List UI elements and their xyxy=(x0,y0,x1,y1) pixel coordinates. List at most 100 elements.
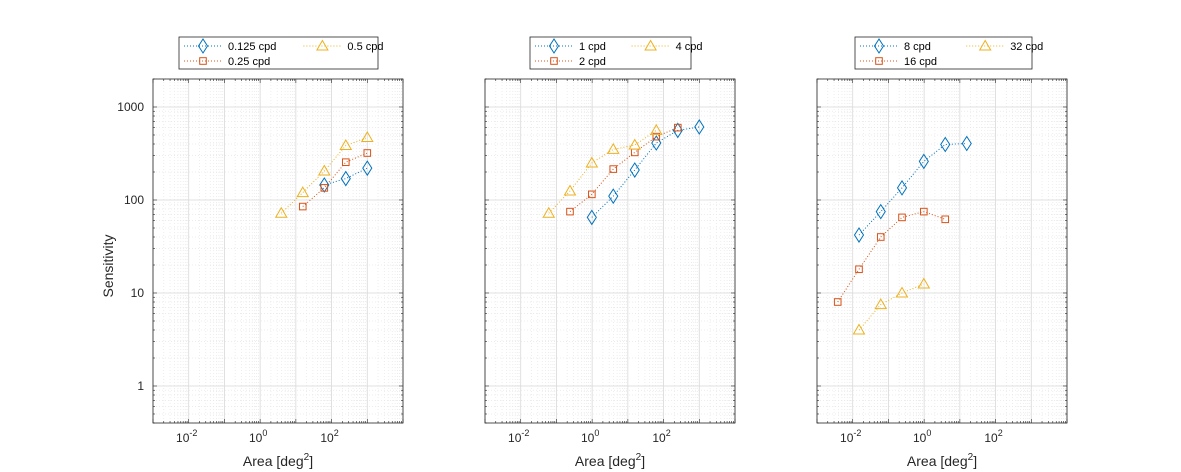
grid xyxy=(816,78,1068,424)
data-point xyxy=(363,149,372,157)
data-point xyxy=(585,156,599,168)
tick-marks xyxy=(816,78,1068,424)
x-axis-label: Area [deg2] xyxy=(907,452,977,469)
data-point xyxy=(609,165,618,173)
axes-box xyxy=(484,78,736,424)
data-point xyxy=(608,188,619,205)
data-point xyxy=(319,177,330,193)
legend-marker xyxy=(548,38,560,54)
grid xyxy=(484,78,736,424)
x-tick-label: 102 xyxy=(320,428,338,445)
data-point xyxy=(898,213,906,222)
legend-label: 0.125 cpd xyxy=(228,41,276,53)
data-point xyxy=(628,138,642,150)
legend-marker xyxy=(199,57,207,65)
data-point xyxy=(649,123,663,135)
axes-box xyxy=(816,78,1068,424)
series-0-125-cpd xyxy=(319,160,373,193)
data-point xyxy=(920,207,928,216)
tick-marks xyxy=(484,78,736,424)
x-tick-label: 10-2 xyxy=(176,428,197,445)
data-point xyxy=(852,323,866,335)
legend-box xyxy=(854,36,1033,70)
legend-marker xyxy=(644,39,657,51)
grid xyxy=(152,78,404,424)
data-point xyxy=(940,136,951,153)
legend: 1 cpd 2 cpd 4 cpd xyxy=(529,36,703,70)
legend-box xyxy=(178,36,379,70)
data-point xyxy=(341,158,350,166)
data-point xyxy=(362,160,373,177)
data-point xyxy=(896,179,908,196)
series-4-cpd xyxy=(542,123,663,218)
plot-area xyxy=(153,79,403,423)
data-point xyxy=(918,153,929,170)
legend-marker xyxy=(978,39,992,51)
legend-marker xyxy=(316,39,329,51)
legend-marker xyxy=(550,57,558,65)
legend-item: 0.5 cpd xyxy=(303,39,383,53)
x-tick-label: 10-2 xyxy=(508,428,529,445)
legend-item: 0.125 cpd xyxy=(184,38,276,54)
series-32-cpd xyxy=(852,277,931,335)
plot-area xyxy=(817,79,1067,423)
tick-marks xyxy=(152,78,404,424)
legend-item: 16 cpd xyxy=(860,56,937,68)
data-point xyxy=(340,170,351,187)
data-point xyxy=(586,209,597,226)
x-tick-label: 102 xyxy=(984,428,1002,445)
legend-label: 2 cpd xyxy=(579,56,606,68)
legend-item: 1 cpd xyxy=(535,38,606,54)
legend: 8 cpd 16 cpd 32 cpd xyxy=(854,36,1043,70)
legend-item: 4 cpd xyxy=(631,39,703,53)
legend-label: 0.5 cpd xyxy=(347,41,383,53)
legend-item: 32 cpd xyxy=(966,39,1043,53)
legend-label: 4 cpd xyxy=(676,41,703,53)
data-point xyxy=(629,162,640,178)
x-tick-label: 102 xyxy=(652,428,670,445)
data-point xyxy=(694,119,705,135)
series-0-25-cpd xyxy=(298,149,372,211)
legend-label: 16 cpd xyxy=(904,56,937,68)
legend-marker xyxy=(873,38,885,54)
data-point xyxy=(588,190,596,199)
data-point xyxy=(941,215,950,224)
chart-panel-2: 10-2 100 102 Area [deg2] 1 cpd 2 cpd 4 cpd xyxy=(484,36,736,469)
data-point xyxy=(542,206,556,218)
data-point xyxy=(296,186,310,198)
x-tick-label: 10-2 xyxy=(840,428,861,445)
series-8-cpd xyxy=(853,135,972,243)
axes-box xyxy=(152,78,404,424)
data-point xyxy=(917,277,931,289)
data-point xyxy=(875,203,886,220)
data-point xyxy=(673,123,682,132)
series-2-cpd xyxy=(566,123,682,216)
chart-panel-1: 10-2 100 102 1 10 100 1000 Area [deg2] Sensitivi… xyxy=(100,36,404,469)
chart-panel-3: 10-2 100 102 Area [deg2] 8 cpd 16 cpd 32 cpd xyxy=(816,36,1068,469)
y-axis-label: Sensitivity xyxy=(100,234,116,297)
series-line xyxy=(280,137,368,214)
data-point xyxy=(566,207,574,216)
y-tick-label: 1 xyxy=(137,379,144,393)
x-tick-label: 100 xyxy=(249,428,267,445)
legend: 0.125 cpd 0.25 cpd 0.5 cpd xyxy=(178,36,383,70)
legend-item: 8 cpd xyxy=(860,38,931,54)
y-tick-label: 100 xyxy=(124,193,144,207)
data-point xyxy=(652,132,661,141)
data-point xyxy=(317,164,331,176)
data-point xyxy=(274,206,288,218)
plot-area xyxy=(485,79,735,423)
x-tick-label: 100 xyxy=(581,428,599,445)
x-tick-label: 100 xyxy=(913,428,931,445)
legend-label: 1 cpd xyxy=(579,41,606,53)
data-point xyxy=(320,184,329,192)
legend-label: 32 cpd xyxy=(1010,41,1043,53)
legend-marker xyxy=(197,38,209,54)
series-0-5-cpd xyxy=(274,130,374,218)
data-point xyxy=(651,135,662,151)
legend-item: 2 cpd xyxy=(535,56,606,68)
legend-marker xyxy=(875,57,883,65)
x-axis-label: Area [deg2] xyxy=(243,452,313,469)
data-point xyxy=(853,227,865,243)
